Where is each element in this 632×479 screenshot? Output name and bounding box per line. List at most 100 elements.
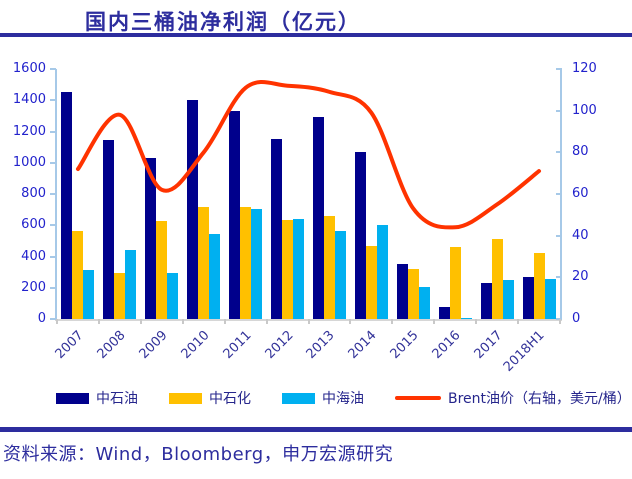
legend-item-中石油: 中石油 <box>56 388 138 408</box>
right-tick-label-40: 40 <box>572 227 589 243</box>
bar-中石油-2018H1 <box>522 276 534 319</box>
title-underline <box>0 33 632 37</box>
bar-中海油-2007 <box>83 270 95 319</box>
right-axis-line <box>560 69 562 321</box>
bar-中石化-2012 <box>282 219 294 319</box>
bar-中石化-2016 <box>449 246 461 319</box>
legend-item-Brent油价（右轴，美元/桶）: Brent油价（右轴，美元/桶） <box>395 388 631 408</box>
left-tick-mark-1400 <box>50 99 56 102</box>
bar-中海油-2015 <box>418 287 430 319</box>
left-tick-label-400: 400 <box>21 248 46 264</box>
bar-中海油-2009 <box>167 273 179 319</box>
bar-中石化-2017 <box>491 239 503 319</box>
left-tick-label-600: 600 <box>21 217 46 233</box>
bar-中海油-2011 <box>251 209 263 319</box>
chart-legend: 中石油 中石化 中海油 Brent油价（右轴，美元/桶） <box>56 388 631 408</box>
x-tick-mark-4 <box>223 319 226 324</box>
legend-label: 中石油 <box>96 391 138 407</box>
legend-line-swatch <box>395 396 441 400</box>
x-tick-mark-8 <box>391 319 394 324</box>
legend-label: 中石化 <box>209 391 251 407</box>
left-tick-label-1000: 1000 <box>12 154 46 170</box>
bar-中石化-2011 <box>240 206 252 319</box>
legend-bar-swatch <box>169 392 202 404</box>
x-tick-mark-7 <box>349 319 352 324</box>
left-tick-label-1600: 1600 <box>12 61 46 76</box>
bar-中石化-2015 <box>407 268 419 319</box>
bar-中石油-2009 <box>145 157 157 319</box>
right-tick-mark-20 <box>556 276 562 279</box>
left-tick-label-1200: 1200 <box>12 123 46 139</box>
left-tick-label-800: 800 <box>21 186 46 201</box>
bar-中海油-2012 <box>293 219 305 319</box>
left-tick-mark-400 <box>50 255 56 258</box>
x-tick-mark-9 <box>433 319 436 324</box>
left-tick-mark-1600 <box>50 68 56 70</box>
bar-中石油-2014 <box>354 151 366 319</box>
bar-中海油-2017 <box>502 280 514 319</box>
bar-中石化-2008 <box>114 272 126 319</box>
x-tick-mark-3 <box>181 319 184 324</box>
right-tick-mark-120 <box>556 68 562 70</box>
bar-中石化-2018H1 <box>533 252 545 319</box>
right-tick-label-100: 100 <box>572 102 597 118</box>
bar-中石油-2015 <box>396 263 408 319</box>
left-tick-label-0: 0 <box>37 311 46 326</box>
plot-area <box>57 69 560 319</box>
x-tick-mark-1 <box>97 319 100 324</box>
bar-中石化-2014 <box>365 246 377 319</box>
chart-title: 国内三桶油净利润（亿元） <box>85 10 361 34</box>
left-axis-line <box>55 69 57 321</box>
bar-中石油-2017 <box>480 283 492 319</box>
x-tick-mark-2 <box>139 319 142 324</box>
bar-中石化-2013 <box>323 215 335 319</box>
source-note: 资料来源：Wind，Bloomberg，申万宏源研究 <box>3 444 394 465</box>
legend-bar-swatch <box>282 392 315 404</box>
left-tick-mark-0 <box>50 318 56 320</box>
x-tick-mark-12 <box>559 319 561 324</box>
right-tick-mark-80 <box>556 151 562 154</box>
legend-label: 中海油 <box>322 391 364 407</box>
right-tick-mark-60 <box>556 193 562 195</box>
bar-中石油-2010 <box>187 100 199 319</box>
left-tick-mark-1000 <box>50 161 56 164</box>
left-tick-mark-200 <box>50 286 56 289</box>
bar-中石化-2010 <box>198 206 210 319</box>
right-tick-label-80: 80 <box>572 144 589 160</box>
left-tick-mark-800 <box>50 193 56 195</box>
bar-中石化-2007 <box>72 230 84 319</box>
x-tick-mark-10 <box>475 319 478 324</box>
bar-中海油-2008 <box>125 249 137 319</box>
left-tick-label-1400: 1400 <box>12 92 46 108</box>
right-axis-labels: 0 20 40 60 80 100 120 <box>572 61 618 326</box>
bar-中海油-2010 <box>209 234 221 319</box>
legend-bar-swatch <box>56 392 89 404</box>
bar-中海油-2018H1 <box>544 279 556 319</box>
brent-price-line <box>76 80 541 230</box>
x-tick-mark-11 <box>517 319 520 324</box>
right-tick-label-20: 20 <box>572 269 589 285</box>
x-tick-mark-0 <box>56 319 58 324</box>
left-tick-mark-600 <box>50 224 56 227</box>
bar-中石化-2009 <box>156 221 168 319</box>
footer-divider <box>0 427 632 432</box>
right-tick-mark-40 <box>556 234 562 237</box>
right-tick-label-120: 120 <box>572 61 597 76</box>
right-tick-label-60: 60 <box>572 186 589 201</box>
right-tick-label-0: 0 <box>572 311 581 326</box>
legend-item-中石化: 中石化 <box>169 388 251 408</box>
left-tick-label-200: 200 <box>21 279 46 295</box>
legend-item-中海油: 中海油 <box>282 388 364 408</box>
left-axis-labels: 0 200 400 600 800 1000 1200 1400 1600 <box>0 61 46 326</box>
bar-中石油-2011 <box>229 111 241 319</box>
x-tick-mark-5 <box>265 319 268 324</box>
bar-中海油-2014 <box>376 224 388 319</box>
legend-label: Brent油价（右轴，美元/桶） <box>448 391 631 407</box>
bar-中石油-2013 <box>312 116 324 319</box>
x-tick-mark-6 <box>307 319 310 324</box>
left-tick-mark-1200 <box>50 130 56 133</box>
bar-中海油-2013 <box>334 230 346 319</box>
bar-中海油-2016 <box>460 318 472 319</box>
right-tick-mark-100 <box>556 109 562 112</box>
